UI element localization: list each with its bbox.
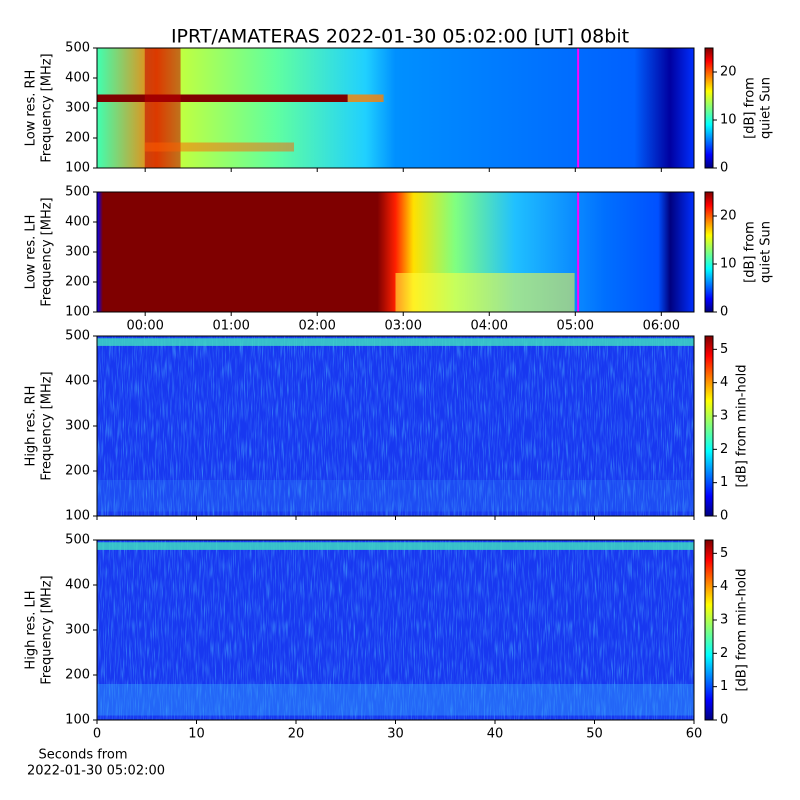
spectrogram-band [347, 94, 384, 102]
colorbar-label: [dB] from min-hold [735, 364, 750, 487]
y-tick-label: 200 [65, 131, 90, 146]
y-axis-label: Low res. LH [24, 215, 39, 290]
colorbar-tick-label: 2 [720, 442, 728, 457]
colorbar-tick-label: 20 [720, 209, 737, 224]
x-axis-label: Seconds from [38, 748, 127, 763]
y-tick-label: 300 [65, 245, 90, 260]
colorbar-tick-label: 10 [720, 113, 737, 128]
x-tick-label: 06:00 [643, 319, 680, 334]
y-tick-label: 100 [65, 713, 90, 728]
spectrogram-band [97, 542, 694, 550]
y-tick-label: 300 [65, 623, 90, 638]
y-tick-label: 200 [65, 668, 90, 683]
x-tick-label: 04:00 [471, 319, 508, 334]
x-axis-label: 2022-01-30 05:02:00 [27, 764, 165, 779]
colorbar-label: quiet Sun [759, 77, 774, 139]
colorbar-tick-label: 4 [720, 375, 728, 390]
colorbar-tick-label: 0 [720, 509, 728, 524]
spectrogram-band [97, 684, 694, 716]
colorbar-tick-label: 4 [720, 579, 728, 594]
x-tick-label: 60 [686, 727, 703, 742]
y-tick-label: 400 [65, 71, 90, 86]
colorbar-label: [dB] from min-hold [735, 568, 750, 691]
spectrogram-noise [97, 540, 694, 720]
y-tick-label: 100 [65, 509, 90, 524]
colorbar [704, 47, 714, 169]
colorbar-tick-label: 5 [720, 546, 728, 561]
colorbar-label: [dB] from [743, 221, 758, 283]
colorbar-tick-label: 5 [720, 342, 728, 357]
y-tick-label: 500 [65, 533, 90, 548]
x-tick-label: 02:00 [298, 319, 335, 334]
colorbar-tick-label: 3 [720, 409, 728, 424]
colorbar [704, 335, 714, 517]
y-tick-label: 400 [65, 215, 90, 230]
x-tick-label: 00:00 [126, 319, 163, 334]
colorbar [704, 191, 714, 313]
spectrogram-noise [97, 336, 694, 516]
spectrogram-band [144, 142, 295, 152]
spectrogram-band [97, 338, 694, 346]
y-tick-label: 500 [65, 41, 90, 56]
y-axis-label: Frequency [MHz] [40, 371, 55, 480]
colorbar-tick-label: 1 [720, 679, 728, 694]
spectrogram-band [97, 94, 348, 102]
spectrogram-band [395, 273, 575, 312]
y-axis-label: High res. RH [24, 386, 39, 467]
y-axis-label: Frequency [MHz] [40, 575, 55, 684]
colorbar-tick-label: 0 [720, 161, 728, 176]
spectrogram-band [97, 480, 694, 512]
y-tick-label: 400 [65, 578, 90, 593]
colorbar-tick-label: 3 [720, 613, 728, 628]
y-tick-label: 400 [65, 374, 90, 389]
colorbar-tick-label: 20 [720, 65, 737, 80]
y-tick-label: 200 [65, 464, 90, 479]
y-tick-label: 100 [65, 161, 90, 176]
x-tick-label: 01:00 [212, 319, 249, 334]
y-axis-label: Low res. RH [24, 70, 39, 147]
title: IPRT/AMATERAS 2022-01-30 05:02:00 [UT] 0… [171, 26, 629, 48]
x-tick-label: 03:00 [385, 319, 422, 334]
y-tick-label: 300 [65, 419, 90, 434]
colorbar [704, 539, 714, 721]
x-tick-label: 10 [188, 727, 205, 742]
x-tick-label: 0 [93, 727, 101, 742]
y-tick-label: 500 [65, 329, 90, 344]
x-tick-label: 50 [586, 727, 603, 742]
y-axis-label: Frequency [MHz] [40, 53, 55, 162]
colorbar-label: [dB] from [743, 77, 758, 139]
colorbar-tick-label: 1 [720, 475, 728, 490]
y-tick-label: 200 [65, 275, 90, 290]
x-tick-label: 05:00 [557, 319, 594, 334]
colorbar-label: quiet Sun [759, 221, 774, 283]
x-tick-label: 20 [288, 727, 305, 742]
y-axis-label: Frequency [MHz] [40, 197, 55, 306]
colorbar-tick-label: 0 [720, 305, 728, 320]
x-tick-label: 40 [487, 727, 504, 742]
colorbar-tick-label: 2 [720, 646, 728, 661]
x-tick-label: 30 [387, 727, 404, 742]
y-tick-label: 300 [65, 101, 90, 116]
y-axis-label: High res. LH [24, 590, 39, 669]
y-tick-label: 100 [65, 305, 90, 320]
y-tick-label: 500 [65, 185, 90, 200]
colorbar-tick-label: 0 [720, 713, 728, 728]
colorbar-tick-label: 10 [720, 257, 737, 272]
